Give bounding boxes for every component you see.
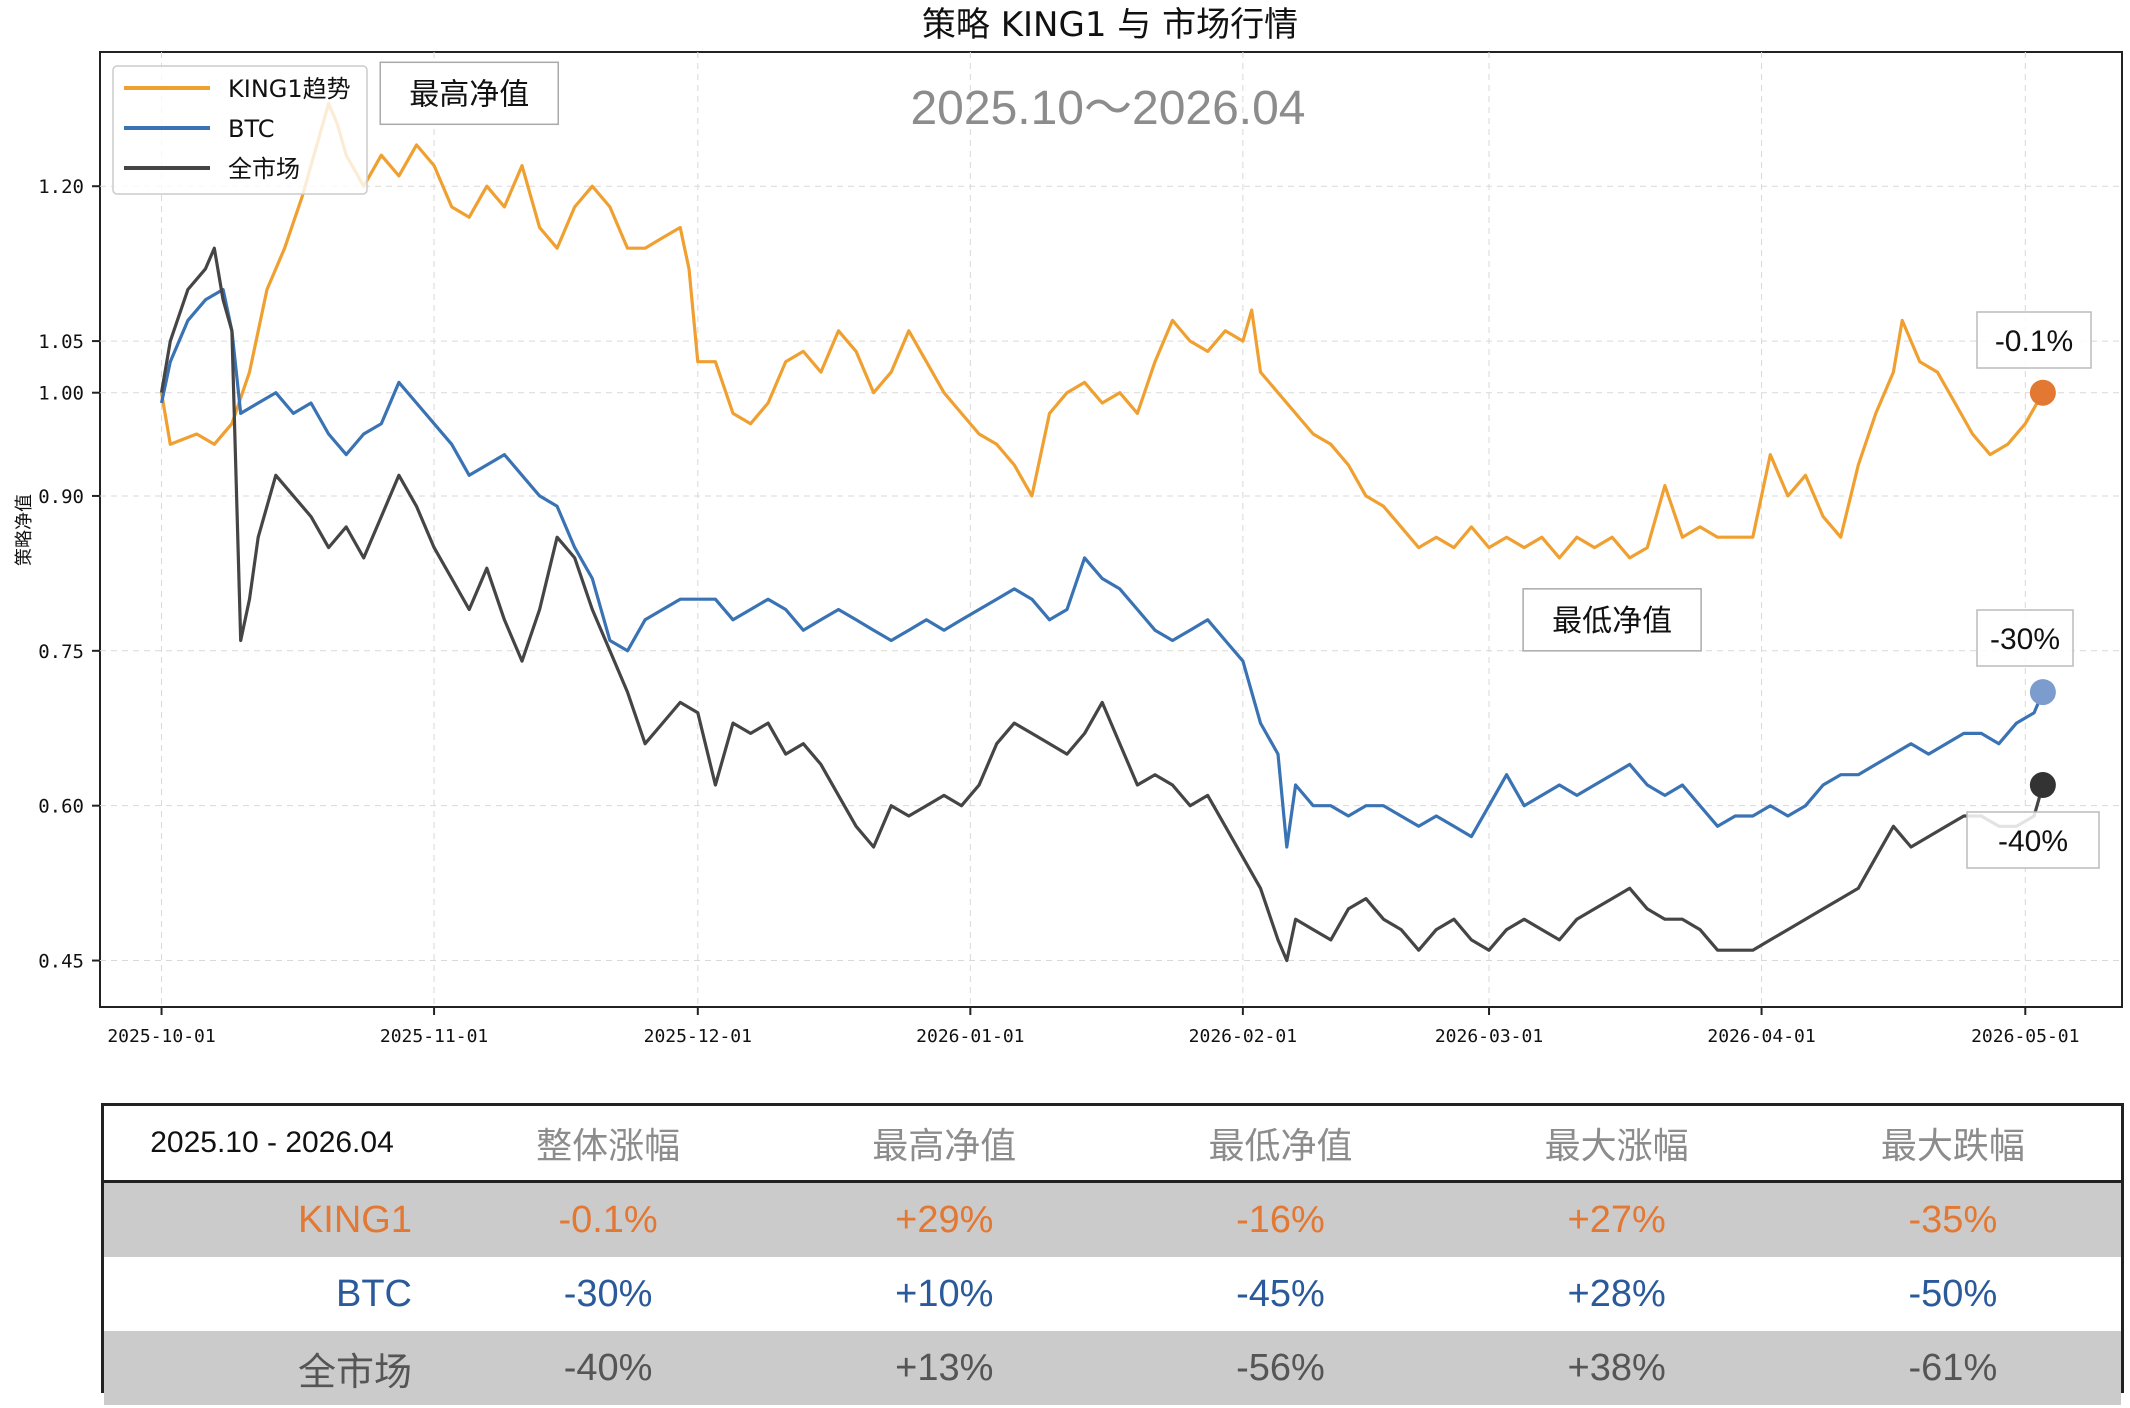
x-tick-label: 2026-05-01 xyxy=(1971,1026,2079,1047)
chart-title: 策略 KING1 与 市场行情 xyxy=(922,5,1298,45)
x-tick-label: 2026-01-01 xyxy=(916,1026,1024,1047)
annotation-label: 最低净值 xyxy=(1552,604,1672,639)
end-label-king1: -0.1% xyxy=(1995,325,2073,358)
row-value: -35% xyxy=(1784,1181,2121,1257)
x-tick-label: 2026-04-01 xyxy=(1707,1026,1815,1047)
summary-row-btc: BTC -30% +10% -45% +28% -50% xyxy=(104,1257,2121,1331)
row-value: -0.1% xyxy=(440,1181,777,1257)
row-value: +29% xyxy=(776,1181,1113,1257)
period-label: 2025.10～2026.04 xyxy=(910,82,1305,135)
row-value: -61% xyxy=(1784,1331,2121,1405)
row-name: 全市场 xyxy=(104,1331,440,1405)
series-end-markers: -0.1% -30% -40% xyxy=(1966,311,2100,869)
row-name: KING1 xyxy=(104,1181,440,1257)
summary-row-market: 全市场 -40% +13% -56% +38% -61% xyxy=(104,1331,2121,1405)
legend-label-btc: BTC xyxy=(228,115,274,143)
legend-label-king1: KING1趋势 xyxy=(228,75,351,103)
grid-lines xyxy=(100,52,2122,1007)
x-tick-label: 2026-03-01 xyxy=(1435,1026,1543,1047)
y-axis-label: 策略净值 xyxy=(14,494,35,566)
summary-row-king1: KING1 -0.1% +29% -16% +27% -35% xyxy=(104,1181,2121,1257)
end-label-box-market xyxy=(1966,811,2100,869)
series-lines xyxy=(159,101,2045,963)
annotation-box xyxy=(1522,588,1702,652)
y-tick-label: 0.75 xyxy=(38,641,84,663)
x-tick-label: 2025-11-01 xyxy=(380,1026,488,1047)
row-value: -16% xyxy=(1112,1181,1449,1257)
row-value: +10% xyxy=(895,1272,994,1315)
y-tick-label: 1.00 xyxy=(38,383,84,405)
summary-header-row: 2025.10 - 2026.04 整体涨幅 最高净值 最低净值 最大涨幅 最大… xyxy=(104,1106,2121,1183)
end-label-box-king1 xyxy=(1976,311,2092,369)
summary-table: 2025.10 - 2026.04 整体涨幅 最高净值 最低净值 最大涨幅 最大… xyxy=(101,1103,2124,1405)
end-marker-king1 xyxy=(2029,379,2056,406)
series-line-btc xyxy=(159,287,2045,849)
y-tick-label: 1.05 xyxy=(38,331,84,353)
axes: 0.45 0.60 0.75 0.90 1.00 1.05 1.20 2025-10-01 20… xyxy=(38,176,2079,1047)
x-tick-label: 2026-02-01 xyxy=(1189,1026,1297,1047)
end-marker-market xyxy=(2029,772,2056,799)
summary-header: 最大涨幅 xyxy=(1448,1106,1785,1183)
row-value: +27% xyxy=(1448,1181,1785,1257)
summary-period: 2025.10 - 2026.04 xyxy=(104,1106,440,1183)
series-line-king1 xyxy=(159,101,2045,560)
summary-header: 最高净值 xyxy=(776,1106,1113,1183)
end-label-box-btc xyxy=(1976,609,2074,667)
row-value: +28% xyxy=(1567,1272,1666,1315)
end-marker-btc xyxy=(2029,679,2056,706)
summary-grid: 2025.10 - 2026.04 整体涨幅 最高净值 最低净值 最大涨幅 最大… xyxy=(104,1106,2121,1405)
row-value: +13% xyxy=(776,1331,1113,1405)
end-label-btc: -30% xyxy=(1990,623,2060,656)
summary-header: 最大跌幅 xyxy=(1784,1106,2121,1183)
legend-label-market: 全市场 xyxy=(228,155,300,183)
summary-header: 最低净值 xyxy=(1112,1106,1449,1183)
y-tick-label: 0.45 xyxy=(38,951,84,973)
row-value: -30% xyxy=(563,1272,653,1315)
row-value: -40% xyxy=(440,1331,777,1405)
chart-legend: KING1趋势 BTC 全市场 xyxy=(112,65,368,195)
annotation-box xyxy=(379,61,559,126)
annotation-label: 最高净值 xyxy=(409,77,529,112)
plot-frame xyxy=(99,51,2123,1008)
y-tick-label: 0.60 xyxy=(38,796,84,818)
series-line-market xyxy=(159,246,2045,963)
row-name: BTC xyxy=(336,1272,412,1315)
x-tick-label: 2025-10-01 xyxy=(107,1026,215,1047)
net-value-chart: 策略 KING1 与 市场行情 0.45 0.60 0.75 0.90 1.00 1.05… xyxy=(14,5,2123,1047)
row-value: -56% xyxy=(1112,1331,1449,1405)
y-tick-label: 0.90 xyxy=(38,486,84,508)
y-tick-label: 1.20 xyxy=(38,176,84,198)
row-value: -50% xyxy=(1908,1272,1998,1315)
row-value: +38% xyxy=(1448,1331,1785,1405)
summary-header: 整体涨幅 xyxy=(440,1106,777,1183)
x-tick-label: 2025-12-01 xyxy=(644,1026,752,1047)
row-value: -45% xyxy=(1236,1272,1325,1315)
legend-box xyxy=(112,65,368,195)
end-label-market: -40% xyxy=(1998,825,2068,858)
